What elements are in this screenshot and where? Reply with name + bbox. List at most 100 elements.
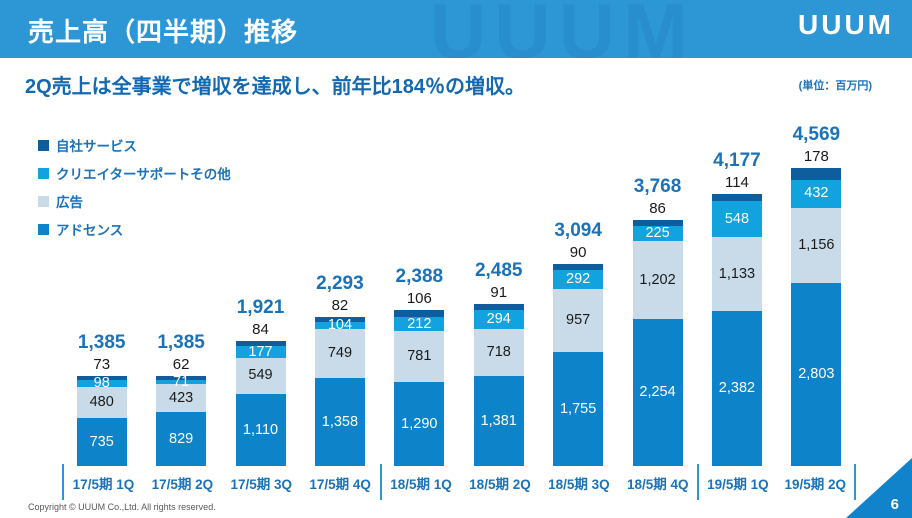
bar-segment-label: 423 — [169, 389, 194, 406]
legend-label: クリエイターサポートその他 — [56, 167, 231, 182]
bar-segment: 1,381 — [473, 376, 524, 466]
bar-total-label: 1,385 — [157, 331, 205, 353]
bar-segment: 104 — [314, 318, 365, 332]
bar-segment-label: 480 — [89, 394, 114, 411]
bar-top-value-label: 91 — [490, 284, 508, 302]
bar-column: 4,177 114 548 1,133 2,382 — [697, 110, 776, 466]
headline: 2Q売上は全事業で増収を達成し、前年比184％の増収。 — [25, 76, 526, 98]
bar-segment: 292 — [553, 270, 604, 290]
bar-segment: 1,202 — [632, 240, 683, 319]
bar-segment: 735 — [76, 418, 127, 466]
bar-segment: 957 — [553, 289, 604, 352]
bar-total-label: 4,177 — [713, 149, 761, 171]
bar-segment — [632, 220, 683, 226]
axis-label: 18/5期 4Q — [626, 477, 689, 492]
bar-segment: 1,358 — [314, 377, 365, 466]
bar-segment: 2,254 — [632, 319, 683, 466]
bar-segment-label: 781 — [407, 348, 432, 365]
bar-segment-label: 225 — [645, 225, 670, 242]
uuum-logo: UUUM — [798, 9, 894, 40]
bar-total-label: 2,293 — [316, 272, 364, 294]
bar-segment: 71 — [156, 375, 207, 389]
axis-label: 18/5期 3Q — [548, 477, 610, 492]
bar-top-value-label: 106 — [406, 290, 432, 308]
bar-segment-label: 1,755 — [559, 400, 597, 417]
bar-segment: 1,755 — [553, 351, 604, 466]
bar-segment: 1,110 — [235, 393, 286, 466]
bar-segment-label: 104 — [327, 317, 353, 334]
bar-segment: 1,156 — [791, 207, 842, 284]
bar-segment: 480 — [76, 386, 127, 419]
bar-top-value-label: 86 — [649, 200, 666, 218]
bar-segment-label: 735 — [89, 433, 114, 450]
bar-segment: 829 — [156, 411, 207, 466]
bar-segment-label: 1,381 — [480, 412, 517, 429]
bar-column: 2,485 91 294 718 1,381 — [459, 110, 538, 466]
header: UUUM 売上高（四半期）推移 UUUM — [0, 0, 912, 58]
bar-segment-label: 2,803 — [798, 366, 835, 383]
bar-segment-label: 1,133 — [718, 265, 756, 282]
bar-segment — [711, 193, 762, 202]
bar-segment-label: 294 — [486, 311, 511, 328]
bar-segment — [76, 375, 127, 381]
bar-column: 4,569 178 432 1,156 2,803 — [777, 110, 856, 466]
bar-segment — [235, 340, 286, 347]
bar-top-value-label: 178 — [803, 148, 829, 166]
axis-label: 17/5期 4Q — [309, 477, 371, 492]
axis-year-group: 17/5期 1Q 17/5期 2Q 17/5期 3Q 17/5期 4Q — [62, 464, 380, 500]
bar-segment — [473, 304, 524, 311]
bar-segment: 1,290 — [394, 381, 445, 466]
axis-label: 17/5期 2Q — [151, 477, 214, 492]
copyright: Copyright © UUUM Co.,Ltd. All rights res… — [28, 502, 216, 512]
legend-label: 自社サービス — [56, 139, 137, 154]
bar-total-label: 2,388 — [395, 266, 444, 288]
bar-segment-label: 1,290 — [401, 415, 438, 432]
bar-top-value-label: 62 — [172, 355, 190, 373]
legend-label: アドセンス — [56, 223, 124, 238]
bar-total-label: 3,768 — [633, 176, 682, 198]
bar-column: 3,094 90 292 957 1,755 — [538, 110, 617, 466]
unit-note: (単位：百万円) — [798, 80, 872, 92]
x-axis: 17/5期 1Q 17/5期 2Q 17/5期 3Q 17/5期 4Q 18/5期 1Q… — [62, 464, 856, 500]
bar-column: 2,388 106 212 781 1,290 — [380, 110, 459, 466]
bar-total-label: 3,094 — [554, 220, 602, 242]
legend-swatch-icon — [38, 139, 49, 151]
axis-label: 17/5期 3Q — [230, 477, 293, 492]
bar-segment-label: 177 — [248, 343, 273, 360]
bar-segment — [314, 316, 365, 322]
bar-segment: 294 — [473, 310, 524, 330]
bar-segment: 225 — [632, 225, 683, 242]
bar-top-value-label: 73 — [93, 355, 111, 373]
legend-item: 自社サービス — [38, 135, 231, 155]
page-title: 売上高（四半期）推移 — [28, 17, 299, 47]
bar-segment: 548 — [711, 201, 762, 237]
bar-top-value-label: 84 — [252, 320, 269, 338]
bar-segment-label: 749 — [327, 344, 353, 361]
legend-swatch-icon — [38, 223, 49, 235]
legend-label: 広告 — [56, 195, 83, 210]
bar-total-label: 2,485 — [474, 260, 523, 282]
bar-segment-label: 549 — [248, 367, 273, 384]
legend-swatch-icon — [38, 195, 49, 207]
legend-item: クリエイターサポートその他 — [38, 163, 231, 183]
bar-segment-label: 212 — [407, 315, 432, 332]
axis-label: 18/5期 1Q — [390, 477, 452, 492]
legend: 自社サービスクリエイターサポートその他 広告アドセンス — [38, 135, 231, 247]
bar-segment: 1,133 — [711, 236, 762, 311]
bar-segment: 212 — [394, 315, 445, 332]
axis-label: 19/5期 1Q — [707, 477, 769, 492]
bar-segment: 549 — [235, 357, 286, 394]
legend-item: 広告 — [38, 191, 231, 211]
bar-column: 2,293 82 104 749 1,358 — [300, 110, 379, 466]
bar-segment-label: 98 — [93, 375, 110, 392]
stacked-bar-chart: 1,385 73 98 480 735 1,385 62 71 423 829 1,921 84 177… — [62, 110, 856, 466]
axis-year-group: 19/5期 1Q 19/5期 2Q — [697, 464, 856, 500]
bar-segment: 98 — [76, 376, 127, 390]
bar-segment-label: 292 — [566, 271, 591, 288]
bar-top-value-label: 90 — [569, 244, 587, 262]
bar-column: 1,921 84 177 549 1,110 — [221, 110, 300, 466]
bar-segment: 749 — [314, 328, 365, 378]
bar-total-label: 1,921 — [236, 296, 285, 318]
bar-segment-label: 432 — [804, 185, 829, 202]
